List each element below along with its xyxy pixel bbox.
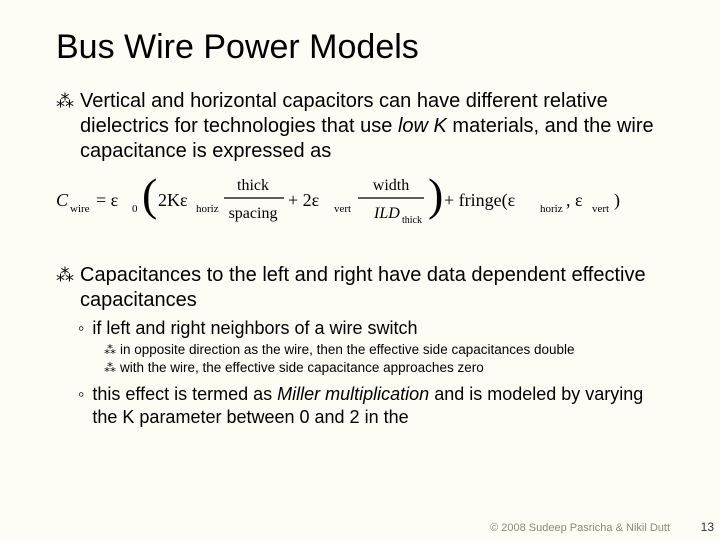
f-f2n: width — [373, 177, 409, 194]
bullet-1-italic: low K — [398, 115, 447, 137]
f-frclose: ) — [614, 190, 620, 211]
sub3-italic: Miller multiplication — [277, 384, 429, 404]
f-plus1: + 2ε — [288, 190, 320, 210]
f-f2ds: thick — [402, 215, 422, 226]
f-t2-sub: vert — [334, 203, 351, 215]
circle-icon: ◦ — [78, 317, 84, 340]
sub-bullet-2-text: this effect is termed as Miller multipli… — [92, 383, 664, 428]
circle-icon: ◦ — [78, 383, 84, 406]
sub3-prefix: this effect is termed as — [92, 384, 277, 404]
slide: Bus Wire Power Models ⁂ Vertical and hor… — [0, 0, 720, 428]
f-lhs: C — [56, 190, 69, 210]
f-close: ) — [428, 169, 443, 220]
leaf-icon: ⁂ — [104, 360, 116, 376]
formula: C wire = ε 0 ( 2Kε horiz thick spacing +… — [56, 168, 664, 237]
f-t1-sub: horiz — [196, 203, 219, 215]
sub-bullet-2: ◦ this effect is termed as Miller multip… — [78, 383, 664, 428]
leaf-icon: ⁂ — [56, 263, 74, 287]
sub2-bullet-a-text: in opposite direction as the wire, then … — [120, 342, 664, 359]
bullet-2: ⁂ Capacitances to the left and right hav… — [56, 263, 664, 313]
f-f1d: spacing — [229, 205, 278, 222]
bullet-2-text: Capacitances to the left and right have … — [80, 263, 664, 313]
sub-bullet-1-text: if left and right neighbors of a wire sw… — [92, 317, 664, 340]
page-number: 13 — [701, 520, 714, 534]
f-frs2: vert — [592, 203, 609, 215]
f-fringe: + fringe(ε — [444, 190, 516, 211]
copyright-footer: © 2008 Sudeep Pasricha & Nikil Dutt — [490, 522, 670, 534]
f-f2d: ILD — [373, 205, 400, 222]
sub2-bullet-b-text: with the wire, the effective side capaci… — [120, 360, 664, 377]
formula-svg: C wire = ε 0 ( 2Kε horiz thick spacing +… — [56, 168, 666, 232]
f-eps0: 0 — [132, 203, 138, 215]
f-eq: = ε — [96, 190, 119, 210]
sub2-bullet-a: ⁂ in opposite direction as the wire, the… — [104, 342, 664, 359]
bullet-1-text: Vertical and horizontal capacitors can h… — [80, 89, 664, 164]
f-frs1: horiz — [540, 203, 563, 215]
f-open: ( — [142, 169, 157, 220]
f-lhs-sub: wire — [70, 203, 90, 215]
bullet-1: ⁂ Vertical and horizontal capacitors can… — [56, 89, 664, 164]
leaf-icon: ⁂ — [104, 342, 116, 358]
sub-bullet-1: ◦ if left and right neighbors of a wire … — [78, 317, 664, 340]
f-t1: 2Kε — [158, 190, 188, 210]
leaf-icon: ⁂ — [56, 89, 74, 113]
page-title: Bus Wire Power Models — [56, 28, 664, 67]
f-f1n: thick — [237, 177, 269, 194]
f-comma: , ε — [566, 190, 583, 210]
sub2-bullet-b: ⁂ with the wire, the effective side capa… — [104, 360, 664, 377]
